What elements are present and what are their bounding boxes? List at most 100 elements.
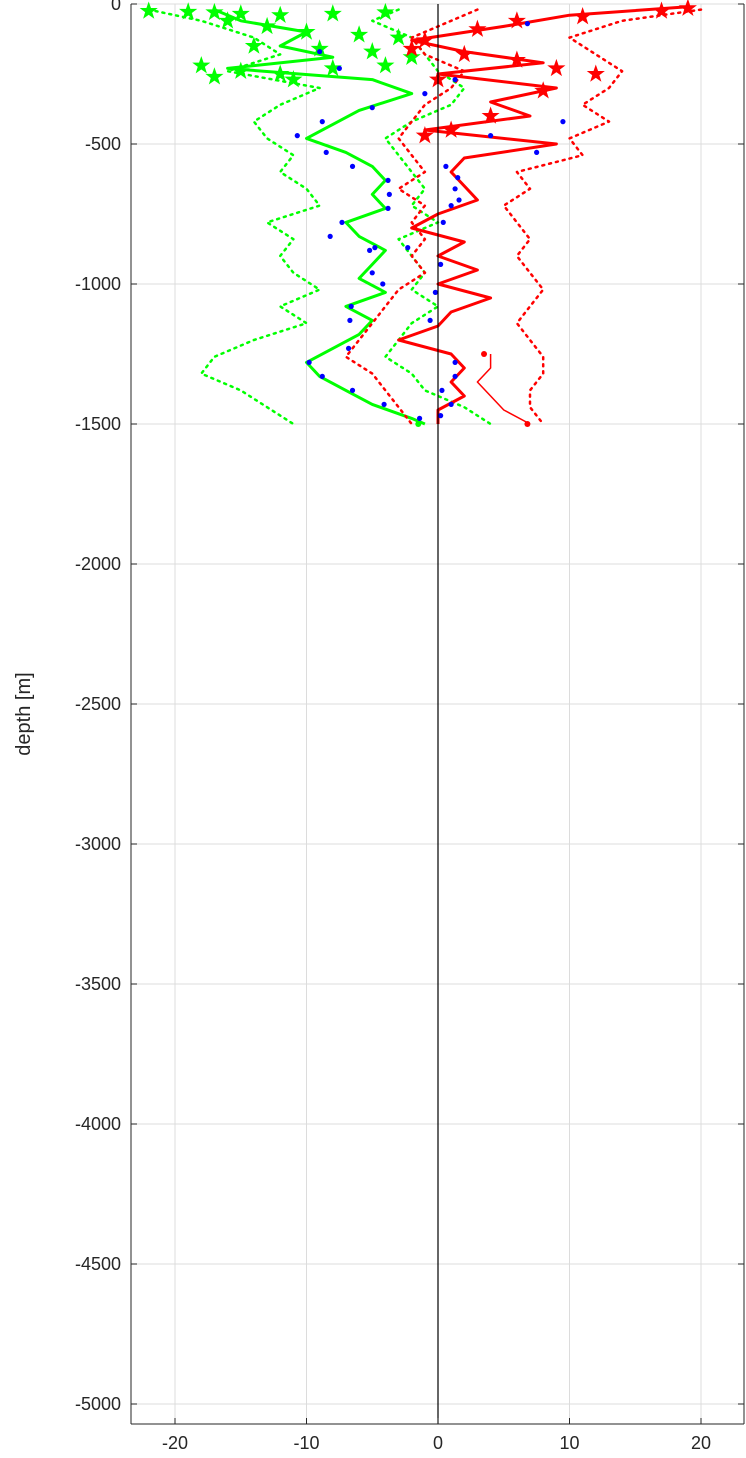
- red-star-marker: [481, 106, 500, 124]
- red-star-marker: [468, 19, 487, 37]
- blue-dot-marker: [306, 359, 312, 365]
- y-tick-label: -3500: [75, 974, 121, 994]
- blue-dot-marker: [448, 401, 454, 407]
- green-star-marker: [179, 2, 198, 20]
- green-star-marker: [297, 22, 316, 40]
- blue-dot-marker: [372, 245, 378, 251]
- blue-dot-marker: [488, 133, 494, 139]
- series-line-red: [344, 8, 479, 426]
- blue-dot-marker: [439, 387, 445, 393]
- green-star-marker: [363, 42, 382, 60]
- blue-dot-marker: [319, 119, 325, 125]
- blue-dot-marker: [452, 373, 458, 379]
- blue-dot-marker: [560, 119, 566, 125]
- x-tick-label: -20: [162, 1433, 188, 1453]
- blue-dot-marker: [348, 303, 354, 309]
- red-star-marker: [547, 58, 566, 77]
- green-star-marker: [323, 58, 342, 77]
- x-tick-label: 10: [559, 1433, 579, 1453]
- blue-dot-marker: [438, 413, 444, 419]
- blue-dot-marker: [336, 65, 342, 71]
- green-star-marker: [323, 4, 342, 22]
- blue-dot-marker: [369, 105, 375, 111]
- y-tick-label: -3000: [75, 834, 121, 854]
- red-star-marker: [507, 11, 526, 29]
- blue-dot-marker: [416, 415, 423, 421]
- green-star-marker: [376, 2, 395, 21]
- y-axis-label: depth [m]: [13, 672, 35, 755]
- green-star-marker: [271, 64, 290, 82]
- red-star-marker: [415, 126, 434, 144]
- green-star-marker: [350, 25, 369, 43]
- y-tick-label: -1000: [75, 274, 121, 294]
- blue-dot-marker: [380, 281, 386, 287]
- blue-dot-marker: [319, 373, 325, 379]
- green-star-marker: [244, 36, 263, 54]
- blue-dot-marker: [367, 247, 373, 253]
- y-tick-label: -5000: [75, 1394, 121, 1414]
- series-line-green: [213, 8, 426, 426]
- green-star-marker: [389, 28, 408, 46]
- y-tick-label: -2500: [75, 694, 121, 714]
- red-star-marker: [652, 1, 671, 19]
- red-star-marker: [507, 50, 526, 68]
- blue-dot-marker: [386, 191, 392, 197]
- green-star-marker: [284, 70, 303, 88]
- green-star-marker: [205, 67, 224, 85]
- blue-dot-marker: [448, 203, 454, 209]
- green-star-marker: [192, 56, 211, 74]
- blue-dot-marker: [405, 245, 411, 251]
- green-star-marker: [205, 2, 224, 21]
- blue-dot-marker: [349, 163, 356, 169]
- y-tick-label: -500: [85, 134, 121, 154]
- red-star-marker: [586, 64, 605, 82]
- red-star-marker: [678, 0, 697, 16]
- green-star-marker: [257, 16, 277, 35]
- red-star-marker: [402, 39, 421, 57]
- y-tick-label: 0: [111, 0, 121, 14]
- y-tick-label: -4000: [75, 1114, 121, 1134]
- green-star-marker: [376, 56, 395, 74]
- blue-dot-marker: [452, 186, 458, 192]
- green-star-marker: [139, 1, 158, 19]
- blue-dot-marker: [456, 197, 462, 203]
- tick-labels: 0 -500 -1000 -1500 -2000 -2500 -3000 -3500 -4000…: [75, 0, 711, 1453]
- blue-dot-marker: [443, 163, 449, 169]
- blue-dot-marker: [432, 289, 438, 295]
- blue-dot-marker: [347, 317, 353, 323]
- red-star-marker: [573, 7, 592, 25]
- green-star-marker: [218, 11, 237, 29]
- x-tick-label: 20: [691, 1433, 711, 1453]
- blue-dot-marker: [317, 49, 323, 55]
- end-dot-marker: [481, 351, 488, 357]
- green-star-marker: [271, 5, 290, 23]
- blue-dot-marker: [385, 205, 391, 211]
- end-dot-marker: [524, 421, 531, 427]
- red-star-marker: [415, 30, 434, 49]
- blue-dot-marker: [452, 77, 458, 83]
- series-line-red: [476, 354, 531, 425]
- axes: [130, 3, 745, 1425]
- green-star-marker: [231, 61, 250, 79]
- end-dot-marker: [415, 421, 422, 427]
- series-line-red: [397, 5, 689, 424]
- y-tick-label: -4500: [75, 1254, 121, 1274]
- blue-dot-marker: [349, 387, 356, 393]
- blue-dot-marker: [294, 133, 300, 139]
- blue-dot-marker: [455, 175, 461, 181]
- blue-dot-marker: [323, 149, 329, 155]
- y-tick-label: -2000: [75, 554, 121, 574]
- red-star-marker: [442, 120, 461, 138]
- blue-dot-marker: [534, 149, 540, 155]
- y-tick-label: -1500: [75, 414, 121, 434]
- blue-dot-marker: [385, 177, 391, 183]
- blue-dot-marker: [381, 401, 387, 407]
- blue-dot-marker: [369, 270, 375, 276]
- blue-dot-marker: [422, 91, 428, 97]
- x-tick-label: 0: [433, 1433, 443, 1453]
- blue-dot-marker: [438, 261, 444, 267]
- blue-dot-marker: [339, 219, 345, 225]
- series-line-red: [502, 8, 703, 426]
- green-star-marker: [231, 4, 250, 22]
